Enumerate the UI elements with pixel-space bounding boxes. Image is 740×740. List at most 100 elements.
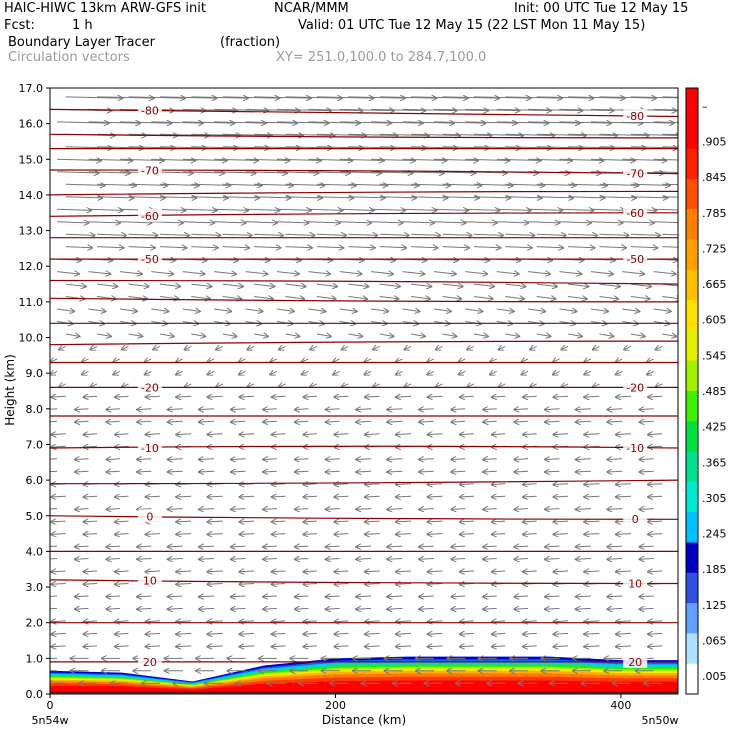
vector-arrow <box>115 496 129 497</box>
vector-arrow <box>442 234 472 235</box>
colorbar-swatch <box>686 542 698 574</box>
vector-arrow <box>545 459 560 460</box>
vector-arrow <box>308 209 342 210</box>
vector-arrow <box>371 122 423 123</box>
vector-arrow <box>348 134 397 135</box>
vector-arrow <box>364 371 372 374</box>
vector-arrow <box>451 409 466 410</box>
vector-arrow <box>231 596 246 597</box>
vector-arrow <box>451 421 466 422</box>
vector-arrow <box>371 209 405 210</box>
vector-arrow <box>84 521 98 522</box>
colorbar-swatch <box>686 239 698 271</box>
vector-arrow <box>411 247 438 248</box>
vector-arrow <box>584 371 592 374</box>
vector-arrow <box>396 633 412 634</box>
vector-arrow <box>505 247 532 248</box>
vector-arrow <box>630 284 651 286</box>
vector-arrow <box>263 546 277 547</box>
vector-arrow <box>326 546 340 547</box>
vector-arrow <box>371 272 393 274</box>
vector-arrow <box>310 346 318 349</box>
vector-arrow <box>648 396 663 397</box>
vector-arrow <box>199 459 215 460</box>
vector-arrow <box>348 297 367 299</box>
vector-arrow <box>528 309 545 311</box>
vector-arrow <box>316 197 354 198</box>
y-tick-label: 0.0 <box>26 688 44 701</box>
vector-arrow <box>263 421 277 422</box>
vector-arrow <box>396 396 412 397</box>
vector-arrow <box>653 171 678 174</box>
vector-arrow <box>528 122 580 123</box>
vector-arrow <box>182 272 205 274</box>
vector-arrow <box>622 309 639 311</box>
vector-arrow <box>263 509 277 510</box>
vector-arrow <box>473 234 503 235</box>
vector-arrow <box>473 247 501 248</box>
vector-arrow <box>616 633 631 634</box>
vector-arrow <box>607 421 623 422</box>
vector-arrow <box>653 221 678 224</box>
vector-arrow <box>326 471 340 472</box>
vector-arrow <box>648 484 663 485</box>
vector-arrow <box>356 421 372 422</box>
colorbar-label: .725 <box>702 242 727 255</box>
vector-arrow <box>496 272 519 274</box>
vector-arrow <box>115 534 129 535</box>
vector-arrow <box>334 434 349 435</box>
vector-arrow <box>442 334 457 336</box>
vector-arrow <box>404 346 412 349</box>
x-axis: 0 200 400 <box>47 694 631 712</box>
vector-arrow <box>483 509 497 510</box>
vector-arrow <box>460 571 474 572</box>
vector-arrow <box>51 434 66 435</box>
y-tick-label: 13.0 <box>19 225 44 238</box>
vector-arrow <box>207 434 223 435</box>
vector-arrow <box>137 471 152 472</box>
vector-arrow <box>607 596 623 597</box>
vector-arrow <box>584 434 600 435</box>
vector-arrow <box>128 247 156 248</box>
vector-arrow <box>576 509 591 510</box>
vector-arrow <box>153 346 161 349</box>
vector-arrow <box>364 359 372 362</box>
vector-arrow <box>616 484 631 485</box>
vector-arrow <box>584 521 600 522</box>
vector-arrow <box>159 197 197 198</box>
vector-arrow <box>191 234 220 235</box>
forecast-hours: 1 h <box>72 18 93 33</box>
vector-arrow <box>168 559 183 560</box>
vector-arrow <box>411 284 431 286</box>
vector-arrow <box>460 396 474 397</box>
vector-arrow <box>316 184 356 185</box>
vector-arrow <box>285 97 343 98</box>
vector-arrow <box>65 334 80 336</box>
vector-arrow <box>285 284 306 286</box>
contour-label: -70 <box>626 167 644 180</box>
vector-arrow <box>433 209 468 210</box>
vector-arrow <box>51 446 66 447</box>
colorbar-label: .185 <box>702 563 727 576</box>
vector-arrow <box>379 234 409 235</box>
vector-arrow <box>442 284 463 286</box>
colorbar-swatch <box>686 512 698 543</box>
vector-arrow <box>492 396 506 397</box>
vector-arrow <box>308 172 350 173</box>
vector-arrow <box>276 122 329 123</box>
vector-arrow <box>51 621 66 622</box>
vector-arrow <box>51 396 66 397</box>
vector-arrow <box>303 496 317 497</box>
vector-arrow <box>199 509 215 510</box>
vector-arrow <box>326 421 340 422</box>
vector-arrow <box>146 621 160 622</box>
temperature-contour <box>50 479 678 485</box>
vector-arrow <box>419 471 434 472</box>
vector-arrow <box>387 459 403 460</box>
field-units: (fraction) <box>220 35 281 50</box>
vector-arrow <box>254 284 274 286</box>
plot-organization: NCAR/MMM <box>274 1 349 16</box>
vector-arrow <box>84 534 98 535</box>
vector-arrow <box>295 546 309 547</box>
vector-arrow <box>159 297 179 299</box>
